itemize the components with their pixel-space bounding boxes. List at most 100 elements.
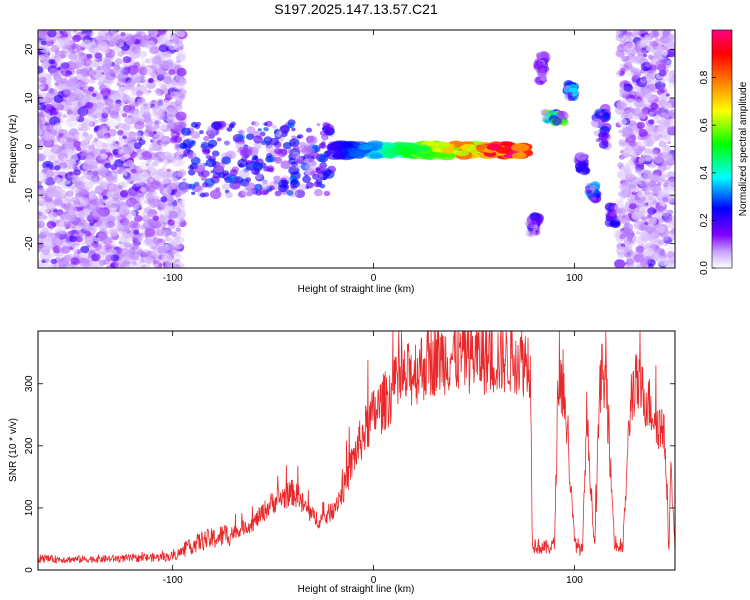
heatmap-cell: [69, 172, 73, 176]
heatmap-cell: [636, 121, 646, 129]
heatmap-cell: [228, 123, 235, 128]
heatmap-cell: [539, 80, 544, 84]
heatmap-cell: [48, 155, 55, 162]
heatmap-cell: [93, 138, 99, 143]
heatmap-cell: [621, 185, 630, 193]
heatmap-cell: [634, 149, 640, 155]
heatmap-cell: [38, 238, 42, 243]
heatmap-cell: [120, 32, 126, 37]
heatmap-cell: [64, 196, 73, 203]
heatmap-cell: [294, 189, 306, 198]
heatmap-cell: [81, 39, 93, 50]
heatmap-cell: [152, 237, 162, 245]
heatmap-cell: [274, 148, 282, 155]
heatmap-cell: [108, 37, 119, 47]
heatmap-cell: [54, 122, 63, 130]
heatmap-cell: [182, 178, 187, 182]
heatmap-cell: [649, 204, 654, 209]
heatmap-cell: [646, 45, 654, 52]
heatmap-cell: [266, 144, 277, 154]
heatmap-cell: [156, 203, 166, 211]
heatmap-cell: [586, 189, 593, 195]
heatmap-cell: [616, 207, 626, 215]
heatmap-cell: [318, 154, 329, 163]
heatmap-cell: [152, 192, 159, 198]
heatmap-cell: [637, 181, 642, 185]
heatmap-cell: [635, 245, 645, 254]
heatmap-cell: [52, 263, 58, 268]
heatmap-cell: [115, 102, 122, 108]
heatmap-cell: [43, 60, 48, 65]
heatmap-cell: [138, 197, 148, 205]
heatmap-cell: [638, 139, 647, 147]
heatmap-cell: [38, 131, 41, 136]
heatmap-cell: [275, 131, 283, 138]
heatmap-cell: [628, 148, 636, 155]
heatmap-cell: [73, 163, 78, 167]
heatmap-cell: [122, 229, 133, 239]
heatmap-cell: [644, 93, 655, 102]
heatmap-cell: [61, 44, 73, 54]
heatmap-cell: [112, 193, 120, 200]
heatmap-cell: [670, 176, 675, 183]
heatmap-cell: [255, 158, 264, 166]
heatmap-cell: [156, 196, 161, 200]
heatmap-cell: [598, 131, 610, 141]
heatmap-cell: [122, 135, 127, 140]
y-tick-label: 20: [24, 43, 35, 55]
snr-plot-area: [38, 331, 675, 570]
heatmap-cell: [154, 124, 160, 129]
heatmap-cell: [295, 164, 302, 170]
heatmap-cell: [630, 90, 637, 96]
heatmap-cell: [620, 218, 626, 224]
heatmap-cell: [48, 88, 58, 96]
heatmap-cell: [148, 178, 154, 183]
heatmap-cell: [40, 192, 48, 199]
heatmap-cell: [655, 60, 666, 71]
heatmap-cell: [88, 86, 95, 92]
heatmap-cell: [149, 142, 160, 152]
spectrogram-y-ticks: -20 -10 0 10 20: [24, 43, 675, 251]
heatmap-cell: [118, 245, 123, 249]
heatmap-cell: [639, 38, 650, 47]
heatmap-cell: [667, 64, 672, 68]
heatmap-cell: [173, 135, 183, 143]
heatmap-cell: [91, 211, 99, 217]
heatmap-cell: [80, 125, 88, 133]
heatmap-cell: [305, 181, 314, 189]
heatmap-cell: [610, 220, 619, 227]
heatmap-cell: [80, 170, 85, 174]
heatmap-cell: [40, 174, 48, 180]
heatmap-cell: [332, 153, 345, 159]
heatmap-cell: [137, 66, 148, 75]
heatmap-cell: [113, 70, 124, 79]
heatmap-cell: [638, 157, 645, 163]
heatmap-cell: [538, 73, 546, 80]
heatmap-cell: [153, 264, 159, 268]
heatmap-cell: [63, 157, 68, 161]
heatmap-cell: [120, 180, 130, 188]
heatmap-cell: [109, 30, 119, 35]
heatmap-cell: [58, 132, 64, 137]
heatmap-cell: [82, 181, 94, 191]
heatmap-cell: [152, 156, 158, 161]
heatmap-cell: [181, 134, 186, 139]
heatmap-cell: [56, 177, 66, 186]
heatmap-cell: [54, 81, 60, 87]
heatmap-cell: [323, 190, 331, 197]
heatmap-cell: [53, 74, 62, 82]
heatmap-cell: [116, 83, 121, 87]
heatmap-cell: [305, 135, 315, 143]
heatmap-cell: [137, 217, 143, 221]
heatmap-cell: [140, 187, 148, 193]
heatmap-cell: [210, 170, 215, 174]
heatmap-cell: [177, 236, 185, 243]
heatmap-cell: [179, 198, 186, 203]
heatmap-cell: [73, 140, 82, 148]
heatmap-cell: [82, 131, 89, 137]
heatmap-cell: [632, 187, 638, 193]
heatmap-cell: [94, 119, 99, 124]
heatmap-cell: [132, 204, 140, 210]
heatmap-cell: [656, 205, 665, 212]
heatmap-cell: [645, 155, 653, 162]
